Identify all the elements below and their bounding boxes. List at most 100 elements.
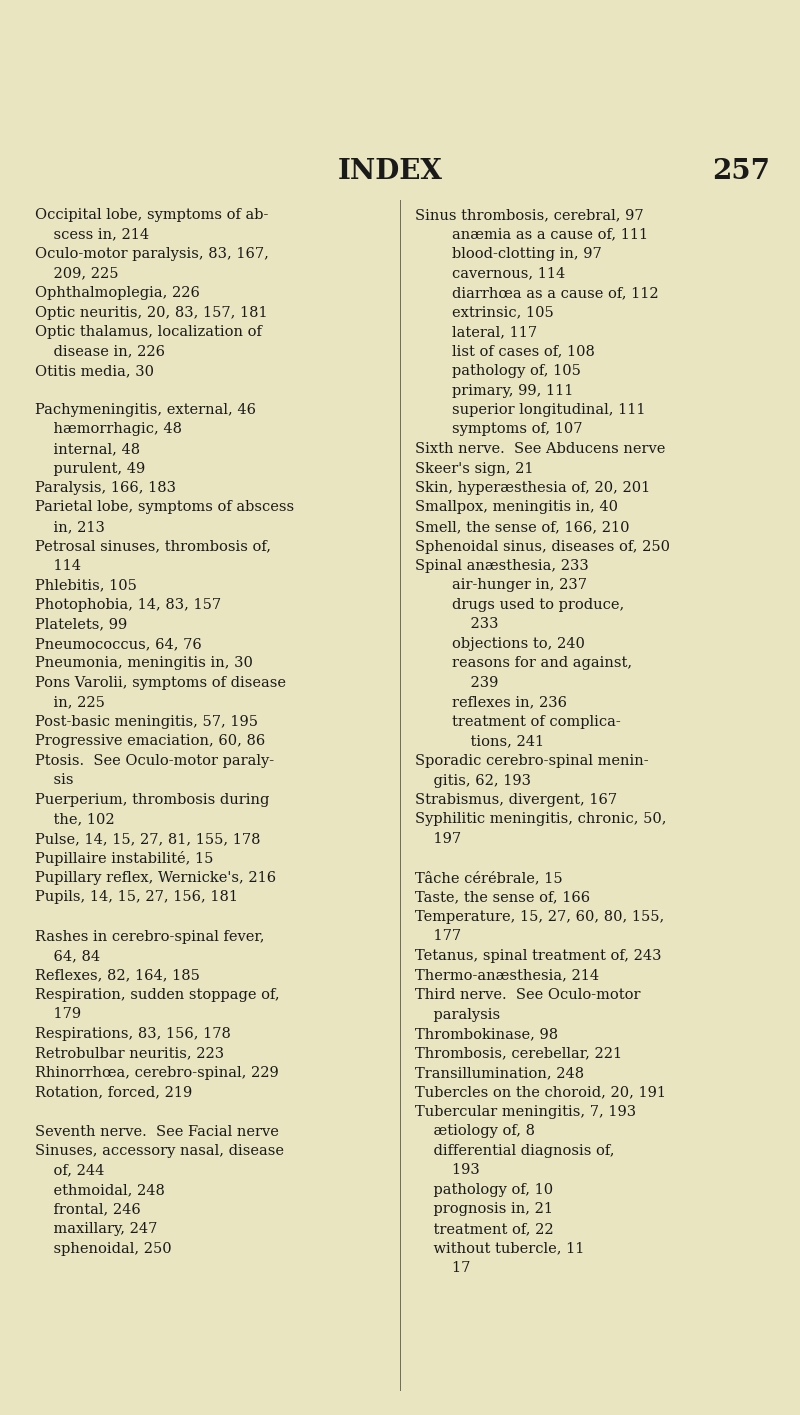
Text: Rhinorrhœa, cerebro-spinal, 229: Rhinorrhœa, cerebro-spinal, 229 <box>35 1065 278 1080</box>
Text: 233: 233 <box>415 617 498 631</box>
Text: Platelets, 99: Platelets, 99 <box>35 617 127 631</box>
Text: Oculo-motor paralysis, 83, 167,: Oculo-motor paralysis, 83, 167, <box>35 248 269 260</box>
Text: 257: 257 <box>712 158 770 185</box>
Text: 17: 17 <box>415 1261 470 1275</box>
Text: anæmia as a cause of, 111: anæmia as a cause of, 111 <box>415 228 648 242</box>
Text: Sphenoidal sinus, diseases of, 250: Sphenoidal sinus, diseases of, 250 <box>415 539 670 553</box>
Text: 64, 84: 64, 84 <box>35 949 100 964</box>
Text: of, 244: of, 244 <box>35 1163 104 1177</box>
Text: Spinal anæsthesia, 233: Spinal anæsthesia, 233 <box>415 559 589 573</box>
Text: the, 102: the, 102 <box>35 812 114 826</box>
Text: Photophobia, 14, 83, 157: Photophobia, 14, 83, 157 <box>35 599 221 613</box>
Text: Pupils, 14, 15, 27, 156, 181: Pupils, 14, 15, 27, 156, 181 <box>35 890 238 904</box>
Text: Sinuses, accessory nasal, disease: Sinuses, accessory nasal, disease <box>35 1143 284 1157</box>
Text: pathology of, 105: pathology of, 105 <box>415 364 581 378</box>
Text: Taste, the sense of, 166: Taste, the sense of, 166 <box>415 890 590 904</box>
Text: gitis, 62, 193: gitis, 62, 193 <box>415 774 531 788</box>
Text: ætiology of, 8: ætiology of, 8 <box>415 1125 535 1139</box>
Text: Rotation, forced, 219: Rotation, forced, 219 <box>35 1085 192 1099</box>
Text: Paralysis, 166, 183: Paralysis, 166, 183 <box>35 481 176 495</box>
Text: hæmorrhagic, 48: hæmorrhagic, 48 <box>35 423 182 436</box>
Text: objections to, 240: objections to, 240 <box>415 637 585 651</box>
Text: Optic neuritis, 20, 83, 157, 181: Optic neuritis, 20, 83, 157, 181 <box>35 306 268 320</box>
Text: Sixth nerve.  See Abducens nerve: Sixth nerve. See Abducens nerve <box>415 441 666 456</box>
Text: primary, 99, 111: primary, 99, 111 <box>415 383 574 398</box>
Text: INDEX: INDEX <box>338 158 442 185</box>
Text: drugs used to produce,: drugs used to produce, <box>415 599 624 613</box>
Text: Thrombokinase, 98: Thrombokinase, 98 <box>415 1027 558 1041</box>
Text: Tetanus, spinal treatment of, 243: Tetanus, spinal treatment of, 243 <box>415 949 662 964</box>
Text: Thrombosis, cerebellar, 221: Thrombosis, cerebellar, 221 <box>415 1047 622 1060</box>
Text: lateral, 117: lateral, 117 <box>415 325 537 340</box>
Text: in, 213: in, 213 <box>35 519 105 533</box>
Text: blood-clotting in, 97: blood-clotting in, 97 <box>415 248 602 260</box>
Text: internal, 48: internal, 48 <box>35 441 140 456</box>
Text: Pachymeningitis, external, 46: Pachymeningitis, external, 46 <box>35 403 256 417</box>
Text: frontal, 246: frontal, 246 <box>35 1203 141 1217</box>
Text: purulent, 49: purulent, 49 <box>35 461 146 475</box>
Text: reasons for and against,: reasons for and against, <box>415 657 632 671</box>
Text: Retrobulbar neuritis, 223: Retrobulbar neuritis, 223 <box>35 1047 224 1060</box>
Text: 193: 193 <box>415 1163 480 1177</box>
Text: Sporadic cerebro-spinal menin-: Sporadic cerebro-spinal menin- <box>415 754 649 768</box>
Text: Ophthalmoplegia, 226: Ophthalmoplegia, 226 <box>35 286 200 300</box>
Text: Temperature, 15, 27, 60, 80, 155,: Temperature, 15, 27, 60, 80, 155, <box>415 910 664 924</box>
Text: Phlebitis, 105: Phlebitis, 105 <box>35 579 137 593</box>
Text: scess in, 214: scess in, 214 <box>35 228 149 242</box>
Text: Pupillary reflex, Wernicke's, 216: Pupillary reflex, Wernicke's, 216 <box>35 872 276 884</box>
Text: Respirations, 83, 156, 178: Respirations, 83, 156, 178 <box>35 1027 231 1041</box>
Text: Pons Varolii, symptoms of disease: Pons Varolii, symptoms of disease <box>35 676 286 691</box>
Text: ethmoidal, 248: ethmoidal, 248 <box>35 1183 165 1197</box>
Text: Skin, hyperæsthesia of, 20, 201: Skin, hyperæsthesia of, 20, 201 <box>415 481 650 495</box>
Text: Puerperium, thrombosis during: Puerperium, thrombosis during <box>35 792 270 807</box>
Text: Sinus thrombosis, cerebral, 97: Sinus thrombosis, cerebral, 97 <box>415 208 644 222</box>
Text: Post-basic meningitis, 57, 195: Post-basic meningitis, 57, 195 <box>35 715 258 729</box>
Text: Occipital lobe, symptoms of ab-: Occipital lobe, symptoms of ab- <box>35 208 268 222</box>
Text: Pulse, 14, 15, 27, 81, 155, 178: Pulse, 14, 15, 27, 81, 155, 178 <box>35 832 261 846</box>
Text: reflexes in, 236: reflexes in, 236 <box>415 696 567 709</box>
Text: Parietal lobe, symptoms of abscess: Parietal lobe, symptoms of abscess <box>35 501 294 515</box>
Text: Progressive emaciation, 60, 86: Progressive emaciation, 60, 86 <box>35 734 266 749</box>
Text: sis: sis <box>35 774 74 788</box>
Text: symptoms of, 107: symptoms of, 107 <box>415 423 582 436</box>
Text: prognosis in, 21: prognosis in, 21 <box>415 1203 553 1217</box>
Text: Rashes in cerebro-spinal fever,: Rashes in cerebro-spinal fever, <box>35 930 265 944</box>
Text: 114: 114 <box>35 559 81 573</box>
Text: Optic thalamus, localization of: Optic thalamus, localization of <box>35 325 262 340</box>
Text: Transillumination, 248: Transillumination, 248 <box>415 1065 584 1080</box>
Text: Syphilitic meningitis, chronic, 50,: Syphilitic meningitis, chronic, 50, <box>415 812 666 826</box>
Text: 179: 179 <box>35 1007 81 1022</box>
Text: pathology of, 10: pathology of, 10 <box>415 1183 553 1197</box>
Text: list of cases of, 108: list of cases of, 108 <box>415 344 595 358</box>
Text: Respiration, sudden stoppage of,: Respiration, sudden stoppage of, <box>35 988 280 1002</box>
Text: Tubercular meningitis, 7, 193: Tubercular meningitis, 7, 193 <box>415 1105 636 1119</box>
Text: Tâche cérébrale, 15: Tâche cérébrale, 15 <box>415 872 562 884</box>
Text: extrinsic, 105: extrinsic, 105 <box>415 306 554 320</box>
Text: diarrhœa as a cause of, 112: diarrhœa as a cause of, 112 <box>415 286 658 300</box>
Text: Otitis media, 30: Otitis media, 30 <box>35 364 154 378</box>
Text: air-hunger in, 237: air-hunger in, 237 <box>415 579 587 593</box>
Text: without tubercle, 11: without tubercle, 11 <box>415 1241 584 1255</box>
Text: cavernous, 114: cavernous, 114 <box>415 266 566 280</box>
Text: superior longitudinal, 111: superior longitudinal, 111 <box>415 403 646 417</box>
Text: 177: 177 <box>415 930 461 944</box>
Text: 209, 225: 209, 225 <box>35 266 118 280</box>
Text: 197: 197 <box>415 832 461 846</box>
Text: sphenoidal, 250: sphenoidal, 250 <box>35 1241 172 1255</box>
Text: 239: 239 <box>415 676 498 691</box>
Text: in, 225: in, 225 <box>35 696 105 709</box>
Text: treatment of complica-: treatment of complica- <box>415 715 621 729</box>
Text: Tubercles on the choroid, 20, 191: Tubercles on the choroid, 20, 191 <box>415 1085 666 1099</box>
Text: paralysis: paralysis <box>415 1007 500 1022</box>
Text: Pneumococcus, 64, 76: Pneumococcus, 64, 76 <box>35 637 202 651</box>
Text: Pupillaire instabilité, 15: Pupillaire instabilité, 15 <box>35 852 214 866</box>
Text: Skeer's sign, 21: Skeer's sign, 21 <box>415 461 534 475</box>
Text: Seventh nerve.  See Facial nerve: Seventh nerve. See Facial nerve <box>35 1125 279 1139</box>
Text: Third nerve.  See Oculo-motor: Third nerve. See Oculo-motor <box>415 988 641 1002</box>
Text: Petrosal sinuses, thrombosis of,: Petrosal sinuses, thrombosis of, <box>35 539 271 553</box>
Text: treatment of, 22: treatment of, 22 <box>415 1223 554 1235</box>
Text: Pneumonia, meningitis in, 30: Pneumonia, meningitis in, 30 <box>35 657 253 671</box>
Text: Strabismus, divergent, 167: Strabismus, divergent, 167 <box>415 792 617 807</box>
Text: Reflexes, 82, 164, 185: Reflexes, 82, 164, 185 <box>35 968 200 982</box>
Text: tions, 241: tions, 241 <box>415 734 544 749</box>
